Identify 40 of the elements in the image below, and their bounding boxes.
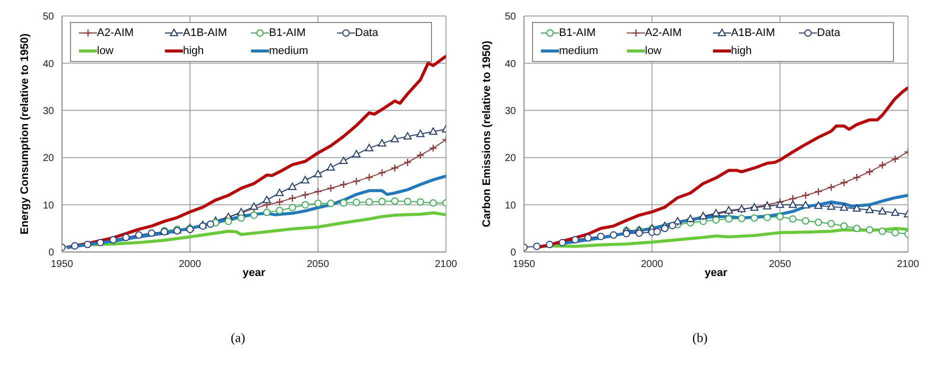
- legend-label: medium: [269, 45, 308, 57]
- x-tick-label: 1950: [512, 259, 536, 270]
- y-tick-label: 10: [42, 200, 54, 212]
- y-tick-label: 40: [42, 58, 54, 70]
- legend-label: medium: [559, 45, 598, 57]
- legend-label: low: [645, 45, 662, 57]
- x-tick-label: 2000: [178, 259, 202, 270]
- y-tick-label: 10: [504, 200, 516, 212]
- y-tick-label: 0: [510, 248, 516, 259]
- legend-label: B1-AIM: [559, 27, 596, 39]
- legend-label: A1B-AIM: [183, 27, 228, 39]
- y-tick-label: 50: [504, 12, 516, 23]
- y-tick-label: 0: [48, 248, 54, 259]
- x-tick-label: 2050: [306, 259, 330, 270]
- legend-label: Data: [817, 27, 840, 39]
- legend-label: A2-AIM: [645, 27, 682, 39]
- legend-label: A1B-AIM: [731, 27, 776, 39]
- x-tick-label: 2100: [434, 259, 458, 270]
- x-tick-label: 1950: [50, 259, 74, 270]
- legend-label: B1-AIM: [269, 27, 306, 39]
- y-tick-label: 30: [504, 106, 516, 117]
- x-axis-title: year: [242, 267, 266, 279]
- y-tick-label: 20: [42, 153, 54, 164]
- y-axis-title: Carbon Emissions (relative to 1950): [480, 40, 493, 228]
- x-tick-label: 2050: [768, 259, 792, 270]
- y-tick-label: 20: [504, 153, 516, 164]
- legend-label: A2-AIM: [97, 27, 134, 39]
- y-tick-label: 30: [42, 106, 54, 117]
- legend-label: high: [183, 45, 204, 57]
- y-tick-label: 50: [42, 12, 54, 23]
- x-axis-title: year: [704, 267, 728, 279]
- y-tick-label: 40: [504, 58, 516, 70]
- y-axis-title: Energy Consumption (relative to 1950): [18, 33, 31, 235]
- legend-label: low: [97, 45, 114, 57]
- legend-label: Data: [355, 27, 378, 39]
- text: (a): [230, 330, 246, 346]
- x-tick-label: 2100: [896, 259, 920, 270]
- text: (b): [691, 330, 709, 346]
- x-tick-label: 2000: [640, 259, 664, 270]
- legend-label: high: [731, 45, 752, 57]
